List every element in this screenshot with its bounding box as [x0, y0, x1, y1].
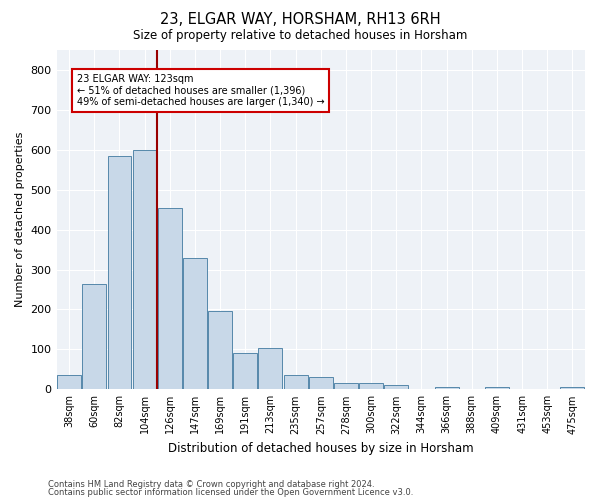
Bar [385, 385, 408, 390]
Bar [82, 284, 106, 390]
Bar [107, 156, 131, 390]
Text: 23, ELGAR WAY, HORSHAM, RH13 6RH: 23, ELGAR WAY, HORSHAM, RH13 6RH [160, 12, 440, 28]
Text: Size of property relative to detached houses in Horsham: Size of property relative to detached ho… [133, 29, 467, 42]
Bar [208, 312, 232, 390]
Bar [334, 384, 358, 390]
Bar [434, 388, 458, 390]
Text: 23 ELGAR WAY: 123sqm
← 51% of detached houses are smaller (1,396)
49% of semi-de: 23 ELGAR WAY: 123sqm ← 51% of detached h… [77, 74, 324, 107]
Bar [183, 258, 207, 390]
Bar [259, 348, 283, 390]
Text: Contains HM Land Registry data © Crown copyright and database right 2024.: Contains HM Land Registry data © Crown c… [48, 480, 374, 489]
Bar [359, 384, 383, 390]
Bar [284, 374, 308, 390]
Bar [309, 376, 333, 390]
Bar [133, 150, 157, 390]
Bar [560, 387, 584, 390]
Bar [233, 354, 257, 390]
Y-axis label: Number of detached properties: Number of detached properties [15, 132, 25, 308]
Bar [158, 208, 182, 390]
Bar [485, 388, 509, 390]
Bar [57, 376, 81, 390]
Text: Contains public sector information licensed under the Open Government Licence v3: Contains public sector information licen… [48, 488, 413, 497]
X-axis label: Distribution of detached houses by size in Horsham: Distribution of detached houses by size … [168, 442, 473, 455]
